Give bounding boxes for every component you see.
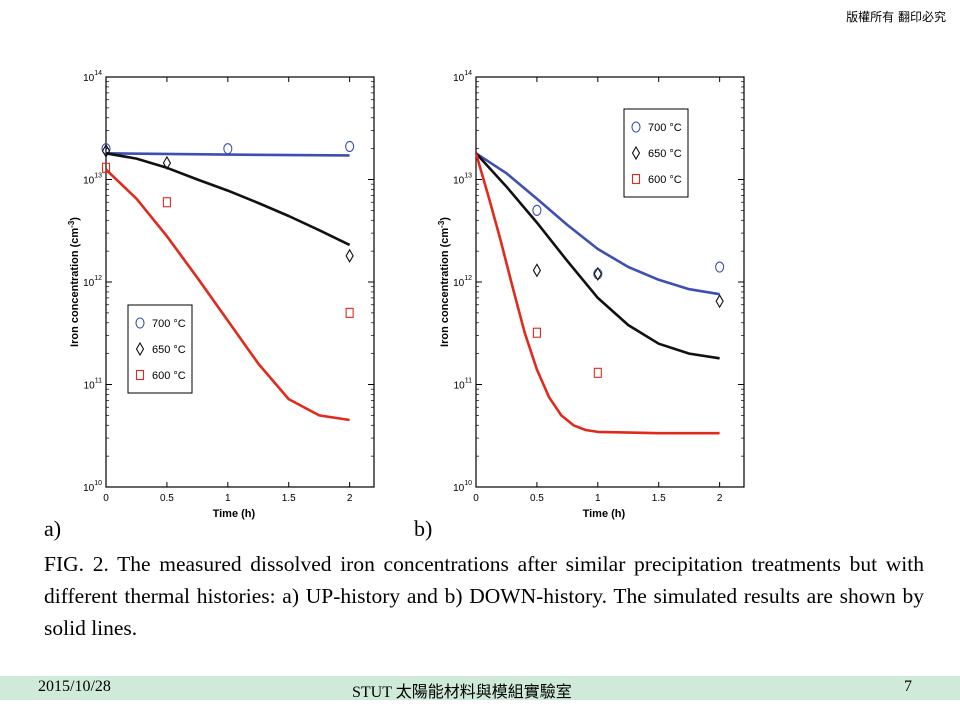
y-axis-label: Iron concentration (cm-3): [437, 217, 451, 347]
y-tick-label: 1012: [453, 275, 472, 289]
y-tick-exponent: 11: [95, 378, 102, 385]
x-tick-label: 1: [595, 493, 601, 504]
copyright-notice: 版權所有 翻印必究: [846, 10, 946, 24]
data-point-circle: [223, 143, 233, 155]
series-line-2: [105, 168, 350, 422]
x-tick-label: 1.5: [282, 493, 296, 504]
data-point-diamond: [162, 155, 172, 171]
y-tick-exponent: 13: [94, 173, 102, 180]
y-axis-label-text: Iron concentration (cm: [439, 228, 451, 347]
legend-label: 650 °C: [648, 148, 682, 160]
data-point-diamond: [101, 143, 111, 159]
series-line-1: [475, 152, 720, 360]
data-point-square: [101, 162, 111, 173]
data-point-circle: [345, 140, 355, 153]
legend-label: 600 °C: [152, 370, 186, 382]
y-tick-label: 1011: [84, 378, 102, 392]
legend-label: 700 °C: [152, 318, 186, 330]
y-tick-exponent: 11: [465, 378, 472, 385]
legend-box: [623, 108, 689, 198]
x-tick-label: 0.5: [530, 493, 544, 504]
x-tick-label: 0.5: [160, 493, 174, 504]
data-point-diamond: [345, 248, 354, 263]
y-tick-exponent: 14: [464, 70, 472, 77]
y-tick-label: 1012: [83, 275, 102, 289]
legend-label: 650 °C: [152, 344, 186, 356]
x-axis-label: Time (h): [583, 508, 626, 520]
legend-marker-circle: [631, 121, 641, 133]
y-axis-label-close: ): [69, 217, 81, 221]
y-tick-label: 1013: [453, 173, 472, 187]
footer-lab: STUT 太陽能材料與模組實驗室: [352, 684, 572, 701]
y-tick-label: 1014: [453, 70, 472, 84]
y-tick-exponent: 10: [94, 480, 102, 487]
y-axis-label-close: ): [439, 217, 451, 221]
x-tick-label: 2: [717, 493, 723, 504]
y-axis-label-text: Iron concentration (cm: [69, 228, 81, 347]
legend-label: 700 °C: [648, 122, 682, 134]
legend-marker-diamond: [135, 341, 145, 357]
x-tick-label: 1: [225, 493, 231, 504]
y-axis-label-exponent: -3: [437, 220, 446, 228]
y-tick-label: 1011: [454, 378, 472, 392]
figure-caption: FIG. 2. The measured dissolved iron conc…: [44, 552, 924, 640]
data-point-diamond: [715, 294, 724, 309]
data-point-square: [532, 327, 541, 338]
data-point-circle: [532, 204, 542, 216]
panel-label-a: a): [44, 516, 62, 541]
legend-marker-square: [631, 173, 641, 185]
legend-marker-circle: [135, 317, 145, 329]
y-tick-label: 1010: [83, 480, 102, 494]
data-point-circle: [715, 261, 725, 273]
y-tick-exponent: 14: [94, 70, 102, 77]
y-tick-exponent: 12: [94, 275, 102, 282]
y-tick-exponent: 10: [464, 480, 472, 487]
slide-footer: 2015/10/28 STUT 太陽能材料與模組實驗室 7: [0, 676, 960, 701]
footer-page-number: 7: [904, 678, 912, 695]
plot-frame: [105, 76, 375, 488]
x-tick-label: 0: [103, 493, 109, 504]
series-line-2: [474, 152, 720, 435]
y-axis-label: Iron concentration (cm-3): [67, 217, 81, 347]
legend-marker-square: [135, 369, 145, 381]
x-axis-label: Time (h): [213, 508, 256, 520]
series-line-1: [105, 152, 351, 247]
series-line-0: [475, 152, 720, 296]
panel-label-b: b): [414, 516, 433, 541]
data-point-diamond: [532, 263, 542, 278]
x-tick-label: 0: [473, 493, 479, 504]
y-tick-label: 1010: [453, 480, 472, 494]
x-tick-label: 2: [347, 493, 353, 504]
legend-box: [127, 304, 193, 394]
data-point-square: [162, 197, 171, 208]
y-tick-exponent: 12: [464, 275, 472, 282]
series-line-0: [105, 152, 350, 157]
footer-date: 2015/10/28: [38, 678, 111, 695]
data-point-square: [593, 367, 602, 378]
plot-frame: [475, 76, 745, 488]
x-tick-label: 1.5: [652, 493, 666, 504]
y-axis-label-exponent: -3: [67, 220, 76, 228]
legend-label: 600 °C: [648, 174, 682, 186]
y-tick-label: 1014: [83, 70, 102, 84]
legend-marker-diamond: [631, 145, 641, 161]
data-point-square: [345, 307, 354, 318]
data-point-diamond: [593, 266, 602, 281]
y-tick-exponent: 13: [464, 173, 472, 180]
y-tick-label: 1013: [83, 173, 102, 187]
